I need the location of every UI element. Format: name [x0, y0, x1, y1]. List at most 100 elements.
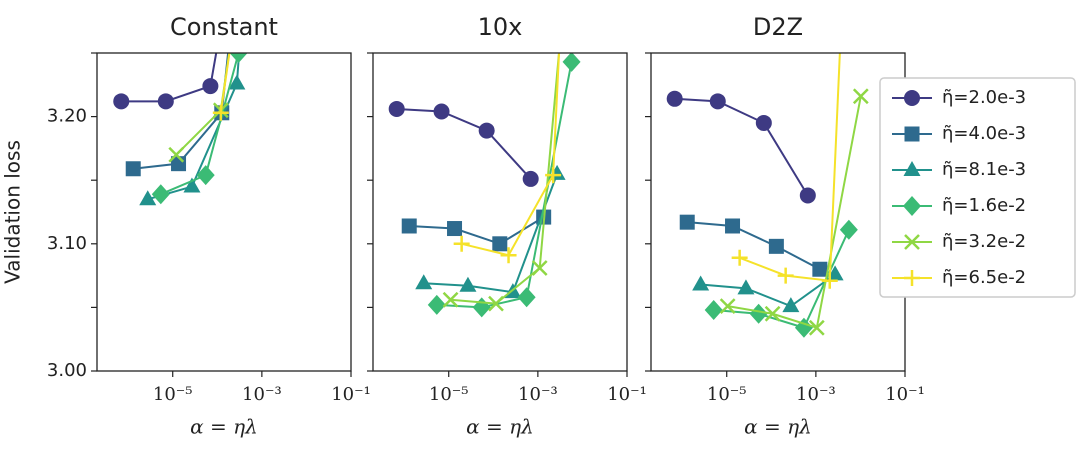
- marker: [725, 218, 741, 234]
- marker: [401, 218, 417, 234]
- axes-frame: [372, 52, 628, 372]
- marker: [692, 275, 710, 291]
- legend-marker: [903, 196, 921, 216]
- marker: [157, 93, 174, 110]
- marker: [808, 319, 825, 336]
- x-tick-label: 10⁻³: [242, 384, 282, 405]
- marker: [500, 247, 517, 264]
- marker: [799, 187, 816, 204]
- marker: [415, 274, 433, 290]
- legend-label: η̃=6.5e-2: [942, 267, 1026, 288]
- x-axis-label: α = ηλ: [744, 415, 812, 439]
- marker: [812, 261, 828, 277]
- marker: [442, 291, 459, 308]
- marker: [447, 221, 463, 237]
- plot-area: [388, 53, 581, 318]
- legend-label: η̃=4.0e-3: [942, 123, 1026, 144]
- series-line: [687, 221, 821, 271]
- series-line: [423, 173, 559, 294]
- marker: [183, 177, 201, 193]
- marker: [168, 146, 185, 163]
- marker: [472, 297, 491, 318]
- plot-area: [113, 53, 248, 206]
- marker: [666, 90, 683, 107]
- marker: [719, 298, 736, 315]
- legend-marker: [904, 270, 920, 286]
- marker: [562, 53, 581, 72]
- series-line: [674, 97, 809, 196]
- series-line: [700, 273, 836, 308]
- x-tick-label: 10⁻¹: [607, 384, 647, 405]
- legend-label: η̃=2.0e-3: [942, 87, 1026, 108]
- panel-title: 10x: [478, 13, 523, 41]
- series-line: [727, 96, 862, 330]
- series-line: [450, 53, 560, 305]
- marker: [768, 238, 784, 254]
- series-line: [739, 53, 841, 282]
- marker: [388, 100, 405, 117]
- y-tick-label: 3.20: [47, 106, 87, 127]
- marker: [196, 165, 215, 186]
- marker: [212, 104, 229, 121]
- marker: [229, 53, 248, 63]
- x-axis-label: α = ηλ: [190, 415, 258, 439]
- marker: [731, 249, 748, 266]
- marker: [764, 305, 781, 322]
- marker: [749, 303, 768, 324]
- series-line: [121, 53, 218, 103]
- x-tick-label: 10⁻⁵: [707, 384, 747, 405]
- series-line: [133, 53, 230, 170]
- marker: [545, 167, 562, 184]
- legend-marker: [903, 161, 921, 176]
- y-axis-label: Validation loss: [1, 140, 25, 284]
- marker: [782, 297, 800, 313]
- x-tick-label: 10⁻³: [518, 384, 558, 405]
- marker: [202, 78, 219, 95]
- panel-title: Constant: [170, 13, 278, 41]
- series-line: [396, 107, 532, 180]
- plot-area: [666, 53, 869, 338]
- legend-label: η̃=8.1e-3: [942, 159, 1026, 180]
- x-tick-label: 10⁻¹: [331, 384, 371, 405]
- marker: [139, 190, 157, 206]
- legend-marker: [904, 90, 920, 106]
- marker: [453, 235, 470, 252]
- series-line: [147, 53, 241, 201]
- marker: [755, 114, 772, 131]
- marker: [839, 219, 858, 240]
- marker: [427, 294, 446, 315]
- marker: [737, 279, 755, 295]
- marker: [492, 236, 508, 252]
- marker: [125, 161, 141, 177]
- series-line: [461, 53, 561, 257]
- legend-label: η̃=3.2e-2: [942, 231, 1026, 252]
- marker: [709, 93, 726, 110]
- marker: [459, 276, 477, 292]
- legend-label: η̃=1.6e-2: [942, 195, 1026, 216]
- y-tick-label: 3.00: [47, 360, 87, 381]
- marker: [522, 170, 539, 187]
- legend-marker: [904, 126, 920, 142]
- x-tick-label: 10⁻⁵: [429, 384, 469, 405]
- marker: [704, 299, 723, 320]
- legend-marker: [904, 234, 920, 250]
- panel-title: D2Z: [753, 13, 803, 41]
- marker: [113, 93, 130, 110]
- marker: [821, 272, 838, 289]
- series-line: [219, 53, 231, 113]
- marker: [478, 122, 495, 139]
- x-axis-label: α = ηλ: [466, 415, 534, 439]
- marker: [433, 103, 450, 120]
- x-tick-label: 10⁻³: [796, 384, 836, 405]
- x-tick-label: 10⁻¹: [885, 384, 925, 405]
- marker: [517, 287, 536, 308]
- marker: [777, 267, 794, 284]
- marker: [488, 295, 504, 312]
- axes-frame: [96, 52, 352, 372]
- x-tick-label: 10⁻⁵: [153, 384, 193, 405]
- marker: [679, 214, 695, 230]
- marker: [531, 260, 548, 276]
- series-line: [436, 61, 573, 309]
- marker: [228, 74, 246, 90]
